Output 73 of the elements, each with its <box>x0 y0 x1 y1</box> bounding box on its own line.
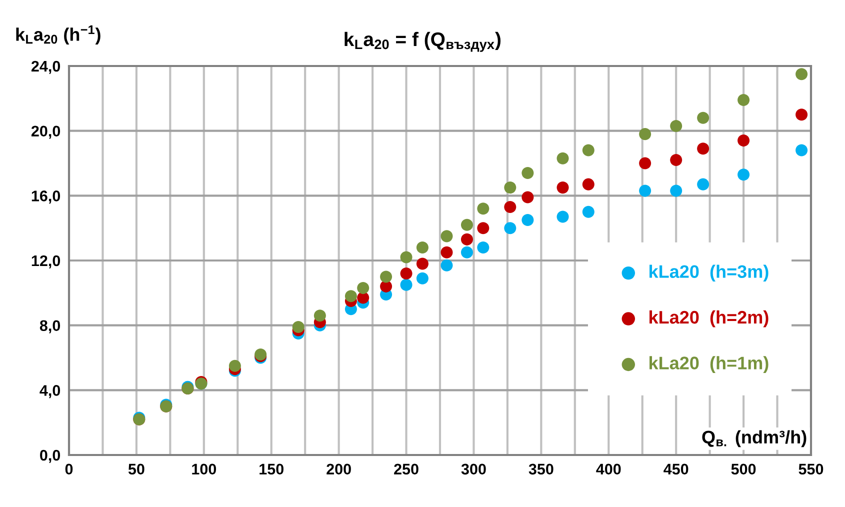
point <box>344 290 357 302</box>
point <box>670 154 682 166</box>
point <box>582 144 594 156</box>
point <box>504 222 516 234</box>
x-tick-label: 100 <box>192 464 216 475</box>
point <box>504 201 516 214</box>
point <box>738 94 750 106</box>
point <box>440 259 453 272</box>
point <box>400 251 412 264</box>
y-tick-label: 4,0 <box>40 385 60 398</box>
x-tick-label: 50 <box>128 464 144 475</box>
x-tick-label: 250 <box>394 464 418 475</box>
point <box>400 278 412 291</box>
point <box>670 120 682 132</box>
point <box>416 242 428 254</box>
x-tick-label: 400 <box>596 464 621 475</box>
y-tick-label: 20,0 <box>31 126 60 139</box>
point <box>400 267 412 280</box>
point <box>556 182 569 194</box>
x-tick-label: 200 <box>326 464 351 475</box>
y-tick-label: 12,0 <box>32 255 60 268</box>
point <box>522 166 534 179</box>
x-tick-label: 550 <box>798 464 824 475</box>
x-tick-label: 300 <box>461 464 486 475</box>
x-tick-label: 500 <box>731 464 756 475</box>
point <box>477 222 490 234</box>
point <box>670 184 682 197</box>
point <box>357 282 370 294</box>
point <box>460 246 473 258</box>
point <box>796 108 808 121</box>
x-tick-label: 0 <box>65 464 73 475</box>
x-tick-label: 450 <box>664 464 688 475</box>
x-axis-title: Q$_{в.}$ (ndm³/h) <box>702 430 806 448</box>
point <box>416 258 428 270</box>
point <box>738 168 750 181</box>
point <box>228 360 241 372</box>
x-tick-label: 350 <box>528 464 554 475</box>
y-tick-label: 8,0 <box>40 320 60 334</box>
point <box>556 152 569 164</box>
point <box>582 206 594 218</box>
point <box>504 182 516 194</box>
point <box>697 112 710 124</box>
point <box>796 144 808 156</box>
point <box>460 233 473 246</box>
legend-label: kLa20 (h=1m) <box>650 356 768 373</box>
point <box>556 210 569 223</box>
y-axis-title: k$_{L}$a$_{20}$ (h$^{−1}$) <box>16 25 100 44</box>
legend-label: kLa20 (h=3m) <box>650 264 768 282</box>
point <box>380 270 392 283</box>
point <box>738 134 750 147</box>
chart-title: k$_{L}$a$_{20}$ = f (Q$_{въздух}$) <box>344 32 501 52</box>
point <box>582 178 594 190</box>
y-tick-label: 0,0 <box>40 450 60 463</box>
point <box>697 178 710 190</box>
point <box>796 68 808 80</box>
point <box>522 191 534 204</box>
point <box>440 246 453 258</box>
legend-label: kLa20 (h=2m) <box>650 310 768 328</box>
point <box>460 218 473 231</box>
point <box>440 230 453 242</box>
point <box>639 184 652 197</box>
point <box>477 242 490 254</box>
point <box>639 128 652 140</box>
point <box>416 272 428 284</box>
point <box>697 142 710 155</box>
y-tick-label: 16,0 <box>32 190 60 204</box>
y-tick-label: 24,0 <box>31 60 60 74</box>
point <box>477 202 490 215</box>
point <box>314 310 326 322</box>
x-tick-label: 150 <box>260 464 284 475</box>
point <box>522 214 534 226</box>
point <box>639 157 652 170</box>
point <box>292 320 304 333</box>
